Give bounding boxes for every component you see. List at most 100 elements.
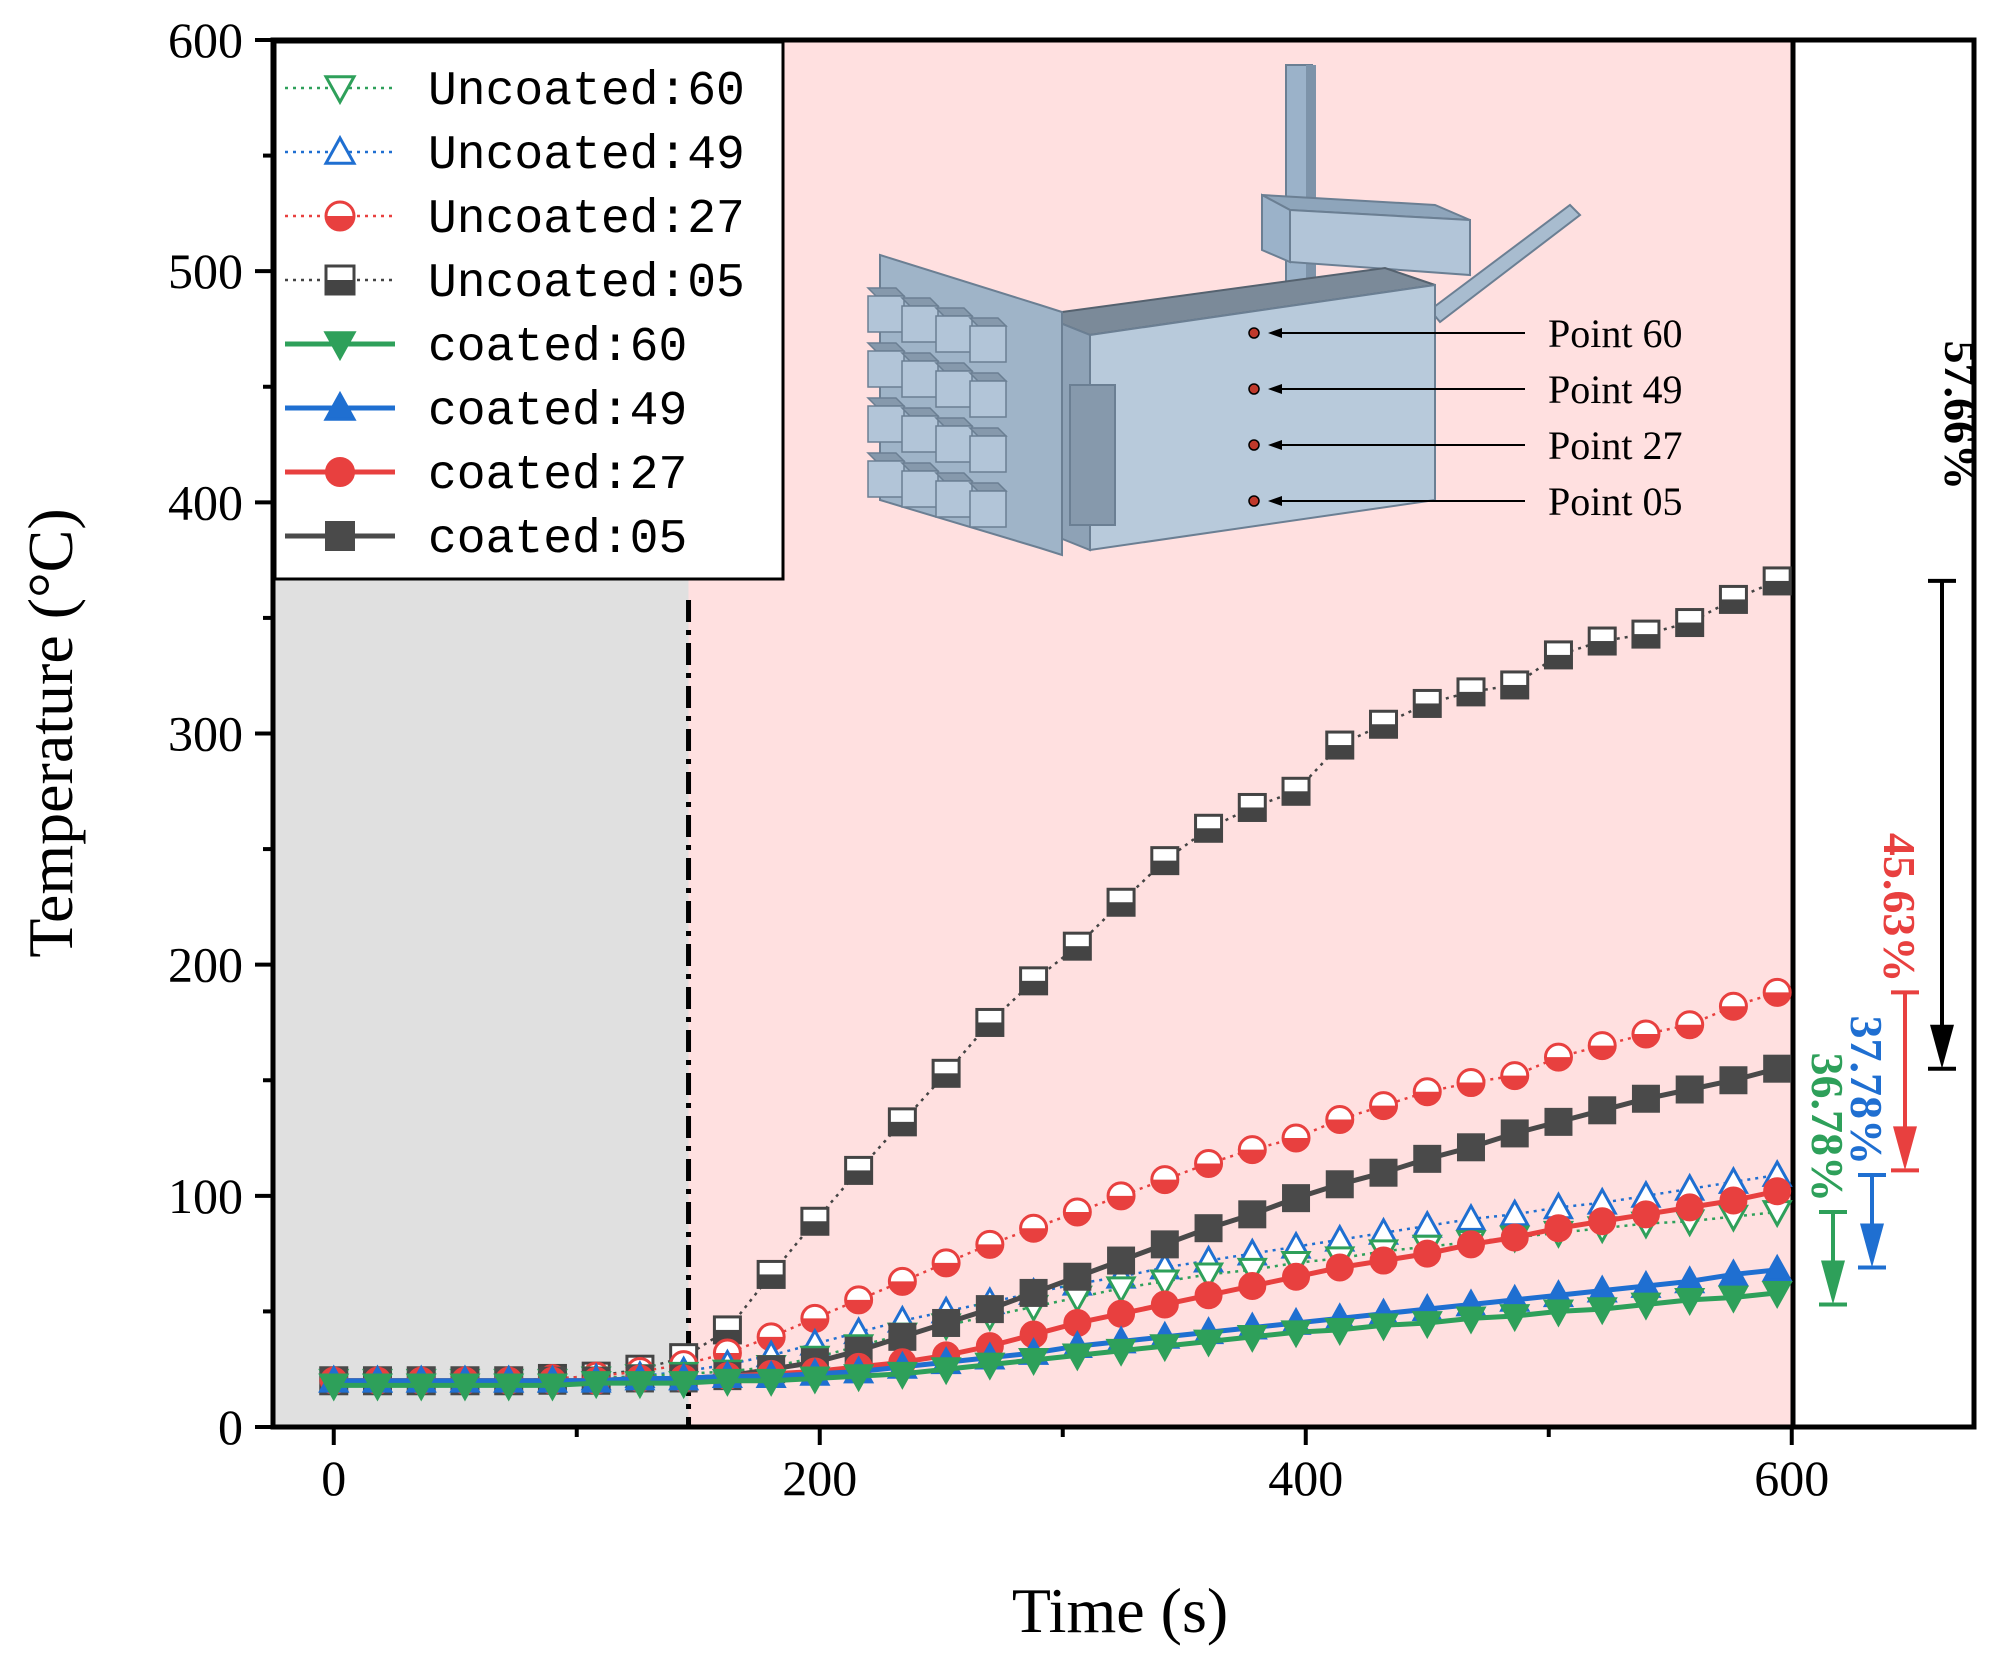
x-tick-label: 200	[782, 1450, 857, 1506]
legend-marker	[323, 75, 357, 106]
marker-fill	[1064, 1212, 1091, 1226]
marker-fill	[1283, 791, 1310, 805]
fin-face	[935, 480, 973, 518]
data-point	[844, 1155, 874, 1185]
data-point	[1631, 1019, 1661, 1049]
data-point	[1674, 1287, 1706, 1316]
data-point	[1106, 887, 1136, 917]
marker-fill	[1676, 1024, 1703, 1038]
marker-fill	[1676, 622, 1703, 636]
data-point	[1719, 1186, 1748, 1215]
data-point	[1455, 1202, 1487, 1231]
reduction-annotation: 57.66%	[1928, 341, 1986, 1071]
legend-label: Uncoated:05	[428, 257, 745, 311]
data-point	[1019, 1213, 1049, 1243]
data-point	[580, 1371, 612, 1400]
fin-face	[867, 460, 905, 498]
marker-fill	[1283, 1138, 1310, 1152]
data-point	[1063, 1262, 1092, 1291]
data-point	[1586, 1297, 1618, 1326]
data-point	[1150, 1165, 1180, 1195]
data-point	[1149, 1334, 1181, 1363]
reduction-arrowhead	[1821, 1260, 1845, 1305]
data-point	[1413, 1239, 1442, 1268]
reduction-arrowhead	[1930, 1024, 1954, 1069]
data-point	[756, 1322, 786, 1352]
fin-face	[969, 325, 1007, 363]
data-point	[1500, 1061, 1530, 1091]
marker-fill	[976, 1022, 1003, 1036]
reduction-label: 57.66%	[1935, 341, 1986, 491]
marker-fill	[845, 1299, 872, 1313]
data-point	[1281, 776, 1311, 806]
data-point	[1717, 1258, 1749, 1287]
y-tick-label: 300	[168, 706, 243, 762]
series-line	[333, 991, 1778, 1383]
data-point	[1019, 1278, 1048, 1307]
data-point	[1631, 1200, 1660, 1229]
data-point	[1631, 619, 1661, 649]
legend-label: coated:49	[428, 385, 687, 439]
fin-face	[901, 415, 939, 453]
data-point	[1194, 1281, 1223, 1310]
marker-fill	[1239, 1149, 1266, 1163]
data-point	[1369, 709, 1399, 739]
legend-marker	[324, 200, 356, 232]
data-point	[1719, 1066, 1748, 1095]
data-point	[1107, 1246, 1136, 1275]
y-tick-label: 200	[168, 937, 243, 993]
data-point	[1369, 1246, 1398, 1275]
data-point	[1062, 1197, 1092, 1227]
data-point	[1107, 1299, 1136, 1328]
data-point	[449, 1373, 481, 1402]
data-point	[1238, 1271, 1267, 1300]
data-point	[1325, 1170, 1354, 1199]
data-point	[887, 1266, 917, 1296]
data-point	[1193, 1262, 1225, 1291]
marker-fill	[1326, 1119, 1353, 1133]
data-point	[1236, 1257, 1268, 1286]
marker-fill	[714, 1329, 741, 1343]
data-point	[1413, 1144, 1442, 1173]
reduction-annotation: 36.78%	[1802, 1053, 1853, 1307]
data-point	[1587, 626, 1617, 656]
top-bar-side	[1289, 208, 1471, 277]
marker-fill	[1720, 599, 1747, 613]
marker-fill	[1020, 980, 1047, 994]
data-point	[1412, 1077, 1442, 1107]
marker-fill	[933, 1073, 960, 1087]
data-point	[1587, 1031, 1617, 1061]
data-point	[843, 1364, 875, 1393]
data-point	[1631, 1084, 1660, 1113]
marker-fill	[1370, 724, 1397, 738]
data-point	[755, 1368, 787, 1397]
reduction-arrowhead	[1860, 1223, 1884, 1268]
data-point	[1105, 1338, 1137, 1367]
marker-fill	[1370, 1105, 1397, 1119]
data-point	[1717, 1285, 1749, 1314]
legend-label: coated:27	[428, 449, 687, 503]
marker-fill	[1501, 1075, 1528, 1089]
data-point	[1237, 1135, 1267, 1165]
fin-face	[935, 315, 973, 353]
data-point	[1367, 1313, 1400, 1342]
marker-fill	[1457, 1082, 1484, 1096]
y-tick-label: 500	[168, 243, 243, 299]
data-point	[1544, 1214, 1573, 1243]
data-point	[1369, 1091, 1399, 1121]
legend-box	[273, 40, 785, 581]
reduction-label: 37.78%	[1841, 1016, 1892, 1166]
y-tick-label: 0	[218, 1399, 243, 1455]
diagonal-rod	[1428, 203, 1582, 324]
y-tick-label: 400	[168, 474, 243, 530]
data-point	[1325, 730, 1355, 760]
data-point	[886, 1361, 918, 1390]
legend-marker	[325, 457, 355, 487]
marker-fill	[1064, 946, 1091, 960]
data-point	[1543, 640, 1573, 670]
data-point	[1280, 1320, 1312, 1349]
data-point	[1500, 670, 1530, 700]
marker-fill	[1632, 1034, 1659, 1048]
data-point	[1588, 1207, 1617, 1236]
marker-fill	[1457, 691, 1484, 705]
